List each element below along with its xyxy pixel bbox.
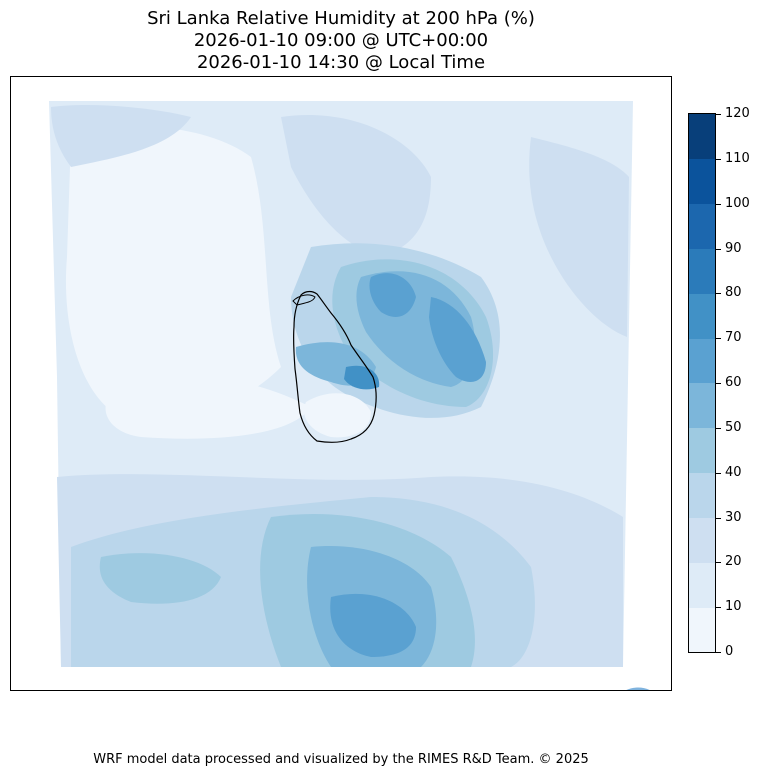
colorbar-tick-label: 120	[725, 106, 750, 121]
colorbar-tick	[716, 562, 721, 564]
colorbar-segment	[689, 248, 715, 294]
contour-ne-60	[429, 297, 486, 382]
sri-lanka-coastline	[292, 290, 377, 443]
colorbar-tick	[716, 427, 721, 429]
colorbar-segment	[689, 338, 715, 384]
contour-island-70	[344, 365, 380, 390]
colorbar	[688, 113, 716, 653]
contour-mid-east	[529, 137, 629, 337]
colorbar-tick	[716, 517, 721, 519]
colorbar-segment	[689, 383, 715, 429]
chart-title: Sri Lanka Relative Humidity at 200 hPa (…	[147, 8, 535, 29]
utc-time-subtitle: 2026-01-10 09:00 @ UTC+00:00	[193, 30, 489, 51]
colorbar-segment	[689, 293, 715, 339]
colorbar-tick	[716, 293, 721, 295]
footer-credit: WRF model data processed and visualized …	[93, 752, 589, 767]
rimes-logo: RIMES	[607, 687, 669, 690]
colorbar-segment	[689, 158, 715, 205]
colorbar-tick-label: 10	[725, 599, 742, 615]
colorbar-tick-label: 90	[725, 240, 742, 256]
colorbar-tick	[716, 248, 721, 250]
contour-south-60	[330, 593, 416, 657]
colorbar-tick-label: 80	[725, 285, 742, 301]
colorbar-tick-label: 0	[725, 644, 734, 659]
colorbar-tick	[716, 472, 721, 474]
colorbar-segment	[689, 517, 715, 563]
colorbar-tick-label: 30	[725, 509, 742, 525]
colorbar-segment	[689, 472, 715, 518]
humidity-map	[49, 101, 633, 667]
colorbar-tick	[716, 158, 721, 160]
colorbar-segment	[689, 607, 715, 653]
local-time-subtitle: 2026-01-10 14:30 @ Local Time	[196, 52, 486, 73]
contour-low-west	[65, 126, 281, 420]
colorbar-tick	[716, 203, 721, 205]
colorbar-tick	[716, 607, 721, 609]
colorbar-segment	[689, 203, 715, 249]
colorbar-tick	[716, 338, 721, 340]
colorbar-tick-label: 100	[725, 195, 750, 211]
contour-mid-north	[281, 115, 431, 257]
colorbar-tick-label: 110	[725, 150, 750, 166]
contour-mid-west	[51, 105, 191, 167]
colorbar-segment	[689, 562, 715, 608]
colorbar-tick-label: 40	[725, 464, 742, 480]
jaffna-peninsula	[292, 294, 316, 306]
colorbar-tick-label: 20	[725, 554, 742, 570]
colorbar-segment	[689, 114, 715, 160]
contour-island-dry	[303, 393, 371, 438]
colorbar-tick	[716, 114, 721, 115]
colorbar-segment	[689, 427, 715, 474]
contour-sw-40	[99, 553, 221, 604]
colorbar-tick	[716, 652, 721, 653]
map-frame: RIMES	[10, 76, 672, 691]
contour-ne-60b	[369, 273, 416, 317]
colorbar-tick-label: 70	[725, 330, 742, 346]
colorbar-tick-label: 50	[725, 419, 742, 435]
colorbar-tick-label: 60	[725, 375, 742, 390]
contour-low-center	[105, 374, 311, 439]
colorbar-tick	[716, 383, 721, 384]
